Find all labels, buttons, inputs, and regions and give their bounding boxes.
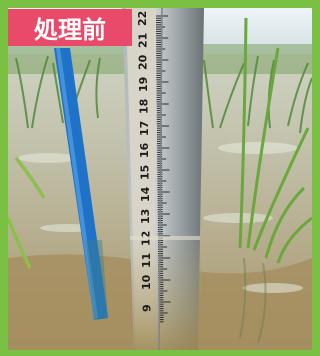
paddy-scene: 222120191817161514131211109 <box>8 8 312 350</box>
ruler-label: 15 <box>138 165 151 180</box>
ruler-label: 20 <box>137 54 150 70</box>
ruler-label: 9 <box>141 304 154 312</box>
ruler-label: 11 <box>140 253 153 268</box>
ruler-label: 19 <box>137 77 150 92</box>
before-treatment-badge: 処理前 <box>8 9 132 46</box>
rice-paddy-photo: 222120191817161514131211109 <box>8 8 312 350</box>
ruler-label: 13 <box>139 209 152 224</box>
frame-corner <box>306 0 320 14</box>
ruler-label: 17 <box>138 121 151 136</box>
ruler-label: 16 <box>138 142 151 158</box>
ruler-label: 10 <box>140 274 153 290</box>
ruler-label: 18 <box>137 99 150 114</box>
ruler-label: 22 <box>136 11 149 26</box>
measuring-ruler: 222120191817161514131211109 <box>122 8 204 350</box>
ruler-label: 21 <box>136 33 149 48</box>
ruler-label: 14 <box>139 186 152 202</box>
